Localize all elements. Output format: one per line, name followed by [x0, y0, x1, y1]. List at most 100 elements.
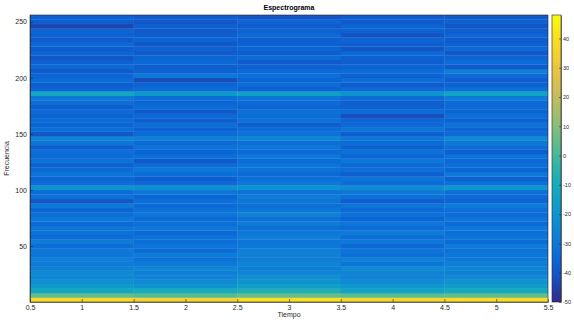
heatmap-cell: [341, 150, 445, 155]
tick-mark: [30, 190, 33, 191]
tick-label: 2: [184, 304, 188, 311]
heatmap-cell: [444, 248, 548, 253]
heatmap-cell: [134, 159, 238, 164]
heatmap-cell: [30, 163, 134, 168]
title: Espectrograma: [264, 4, 315, 12]
heatmap-cell: [134, 212, 238, 217]
tick-label: 1: [80, 304, 84, 311]
heatmap-cell: [134, 96, 238, 101]
tick-label: 2.5: [233, 304, 243, 311]
heatmap-cell: [30, 114, 134, 119]
tick-mark: [559, 302, 561, 303]
tick: 20: [559, 94, 569, 100]
heatmap-cell: [134, 91, 238, 96]
heatmap-cell: [444, 73, 548, 78]
tick-label: 5.5: [544, 304, 554, 311]
heatmap-cell: [237, 244, 341, 249]
tick-mark: [559, 156, 561, 157]
heatmap-cell: [30, 51, 134, 56]
heatmap-cell: [341, 114, 445, 119]
heatmap-cell: [134, 114, 238, 119]
heatmap-cell: [30, 78, 134, 83]
tick: 5: [495, 299, 499, 311]
heatmap-cell: [444, 141, 548, 146]
heatmap-cell: [341, 194, 445, 199]
tick: -50: [559, 299, 571, 305]
heatmap-cell: [341, 208, 445, 213]
heatmap-cell: [444, 91, 548, 96]
heatmap-cell: [134, 167, 238, 172]
heatmap-cell: [30, 244, 134, 249]
heatmap-cell: [237, 235, 341, 240]
heatmap-cell: [30, 275, 134, 280]
heatmap-cell: [237, 284, 341, 289]
heatmap-cell: [30, 271, 134, 276]
heatmap-cell: [134, 136, 238, 141]
heatmap-cell: [341, 289, 445, 294]
heatmap-cell: [341, 141, 445, 146]
heatmap-cell: [134, 235, 238, 240]
heatmap-cell: [134, 194, 238, 199]
heatmap-cell: [30, 42, 134, 47]
tick-mark: [82, 299, 83, 302]
heatmap-cell: [444, 82, 548, 87]
heatmap-cell: [341, 248, 445, 253]
tick: 10: [559, 124, 569, 130]
heatmap-cell: [237, 194, 341, 199]
heatmap-cell: [444, 33, 548, 38]
heatmap-cell: [30, 154, 134, 159]
heatmap-cell: [237, 239, 341, 244]
tick-label: -10: [563, 182, 571, 188]
tick-label: 0: [563, 153, 566, 159]
heatmap-cell: [237, 181, 341, 186]
heatmap-cell: [444, 176, 548, 181]
heatmap-cell: [444, 24, 548, 29]
heatmap-cell: [341, 42, 445, 47]
heatmap-cell: [237, 51, 341, 56]
tick-label: 0.5: [26, 304, 36, 311]
heatmap-cell: [30, 19, 134, 24]
heatmap-cell: [237, 212, 341, 217]
heatmap-cell: [237, 203, 341, 208]
heatmap-cell: [134, 271, 238, 276]
heatmap-cell: [341, 73, 445, 78]
tick-mark: [30, 78, 33, 79]
x-axis-title: Tiempo: [277, 311, 300, 319]
heatmap-cell: [341, 123, 445, 128]
tick: 250: [15, 18, 33, 25]
tick-label: 30: [563, 65, 569, 71]
tick-label: 20: [563, 94, 569, 100]
heatmap-cell: [134, 109, 238, 114]
heatmap-cell: [134, 226, 238, 231]
heatmap-cell: [30, 298, 134, 302]
heatmap-cell: [341, 87, 445, 92]
tick-label: 4.5: [440, 304, 450, 311]
heatmap-cell: [444, 51, 548, 56]
heatmap-cell: [341, 244, 445, 249]
heatmap-cell: [134, 185, 238, 190]
heatmap-cell: [134, 33, 238, 38]
heatmap-cell: [134, 100, 238, 105]
heatmap-cell: [341, 78, 445, 83]
heatmap-cell: [444, 127, 548, 132]
heatmap-cell: [444, 239, 548, 244]
axis-line: [561, 16, 562, 303]
heatmap-cell: [341, 132, 445, 137]
heatmap-cell: [237, 150, 341, 155]
heatmap-cell: [237, 199, 341, 204]
heatmap-cell: [237, 82, 341, 87]
heatmap-cell: [444, 55, 548, 60]
y-axis-title: Frecuencia: [3, 141, 10, 176]
heatmap-cell: [444, 150, 548, 155]
heatmap-cell: [237, 280, 341, 285]
heatmap-cell: [237, 64, 341, 69]
tick-label: 250: [15, 18, 27, 25]
tick-mark: [341, 299, 342, 302]
heatmap-cell: [134, 199, 238, 204]
heatmap-cell: [134, 293, 238, 298]
tick-label: 40: [563, 36, 569, 42]
heatmap-cell: [30, 145, 134, 150]
heatmap-cell: [134, 150, 238, 155]
heatmap-cell: [30, 105, 134, 110]
heatmap-cell: [237, 271, 341, 276]
